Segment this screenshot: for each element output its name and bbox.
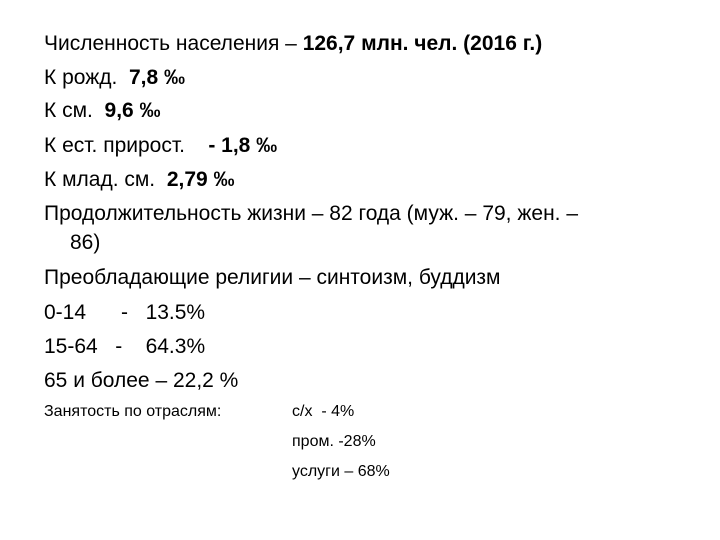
dash: - — [115, 335, 123, 358]
share: 13.5% — [145, 301, 206, 324]
line: 86) — [70, 231, 101, 254]
share: 64.3% — [145, 335, 206, 358]
employment-item: с/х - 4% — [292, 403, 355, 420]
line: К млад. см. 2,79 ‰ — [44, 168, 235, 192]
label: Численность населения – — [44, 32, 297, 55]
group: 0-14 — [44, 301, 87, 324]
group: 15-64 — [44, 335, 98, 358]
line: К рожд. 7,8 ‰ — [44, 66, 185, 90]
label: К млад. см. — [44, 168, 156, 191]
line: Продолжительность жизни – 82 года (муж. … — [44, 202, 579, 225]
label: К см. — [44, 99, 93, 122]
value: 126,7 млн. чел. (2016 г.) — [302, 32, 543, 55]
line: К ест. прирост. - 1,8 ‰ — [44, 134, 277, 158]
line: 0-14 - 13.5% — [44, 301, 205, 325]
line: 65 и более – 22,2 % — [44, 369, 239, 392]
dash: - — [121, 301, 129, 324]
line: Численность населения – 126,7 млн. чел. … — [44, 32, 542, 56]
label: К рожд. — [44, 66, 118, 89]
label: К ест. прирост. — [44, 134, 185, 157]
value: 2,79 ‰ — [166, 168, 235, 191]
line: К см. 9,6 ‰ — [44, 99, 161, 123]
value: - 1,8 ‰ — [208, 134, 278, 157]
employment-item: услуги – 68% — [292, 463, 390, 480]
employment-item: пром. -28% — [292, 433, 376, 450]
line: Преобладающие религии – синтоизм, буддиз… — [44, 266, 501, 289]
employment-label: Занятость по отраслям: — [44, 403, 222, 420]
value: 7,8 ‰ — [129, 66, 186, 89]
line: 15-64 - 64.3% — [44, 335, 205, 359]
value: 9,6 ‰ — [104, 99, 161, 122]
